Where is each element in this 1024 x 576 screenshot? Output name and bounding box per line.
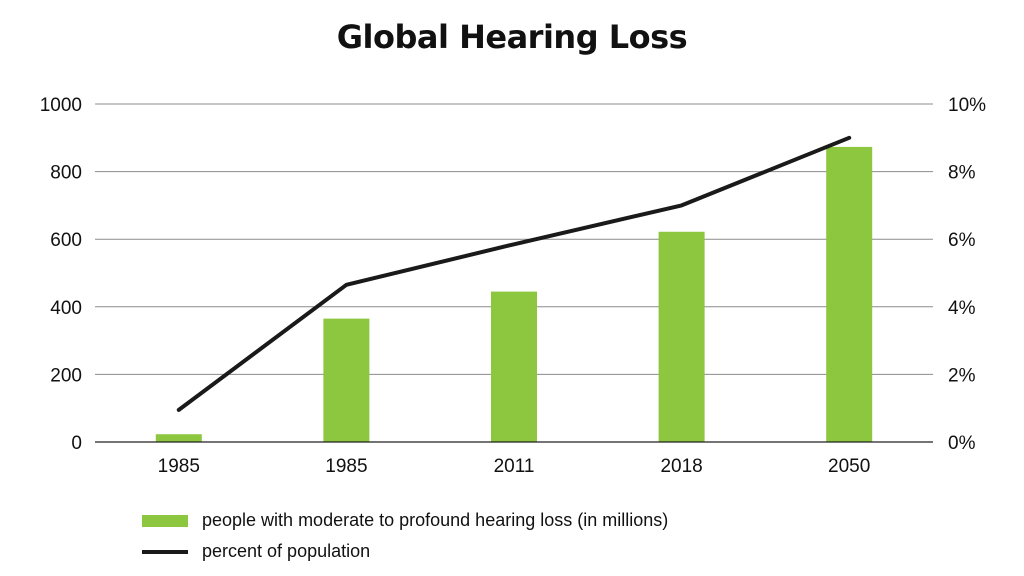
y-right-tick-label: 6% — [948, 230, 976, 251]
y-left-tick-label: 800 — [50, 163, 82, 184]
x-tick-label: 2050 — [828, 456, 870, 477]
y-right-tick-label: 10% — [948, 95, 986, 116]
bar — [155, 434, 202, 442]
y-left-tick-label: 400 — [50, 298, 82, 319]
legend-label-bars: people with moderate to profound hearing… — [202, 510, 669, 530]
x-tick-label: 2011 — [494, 456, 535, 477]
legend-item-line: percent of population — [142, 541, 370, 562]
bar — [658, 231, 705, 442]
y-right-tick-label: 0% — [948, 433, 976, 454]
bar — [323, 318, 370, 442]
y-right-tick-label: 8% — [948, 163, 976, 184]
y-left-tick-label: 1000 — [40, 95, 82, 116]
legend-bar-swatch — [142, 514, 188, 527]
bar — [491, 291, 537, 442]
legend-line-swatch — [142, 549, 188, 554]
x-tick-label: 2018 — [660, 456, 702, 477]
legend-label-line: percent of population — [202, 541, 371, 561]
chart-title: Global Hearing Loss — [336, 18, 688, 56]
x-tick-label: 1985 — [325, 456, 367, 477]
y-left-tick-label: 0 — [71, 433, 82, 454]
x-tick-label: 1985 — [158, 456, 200, 477]
legend-item-bars: people with moderate to profound hearing… — [142, 510, 668, 531]
y-left-tick-label: 200 — [50, 365, 82, 386]
bar — [826, 146, 873, 442]
y-right-tick-label: 4% — [948, 298, 976, 319]
y-left-tick-label: 600 — [50, 230, 82, 251]
y-right-tick-label: 2% — [948, 365, 976, 386]
